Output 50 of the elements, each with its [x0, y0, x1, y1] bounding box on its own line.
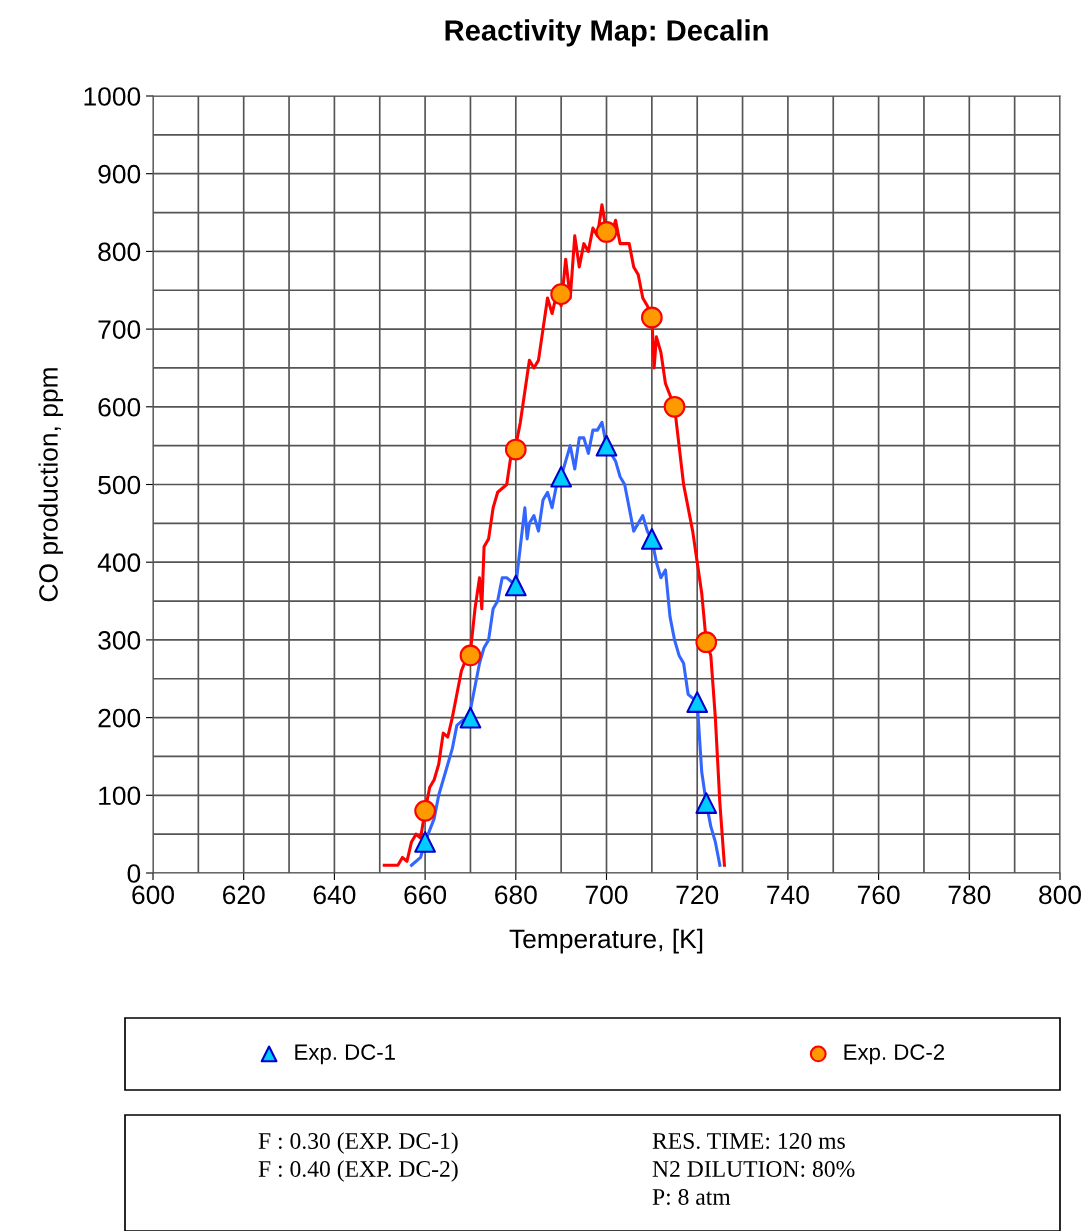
text: F : 0.40 (EXP. DC-2)	[258, 1160, 458, 1182]
text: P: 8 atm	[652, 1188, 731, 1206]
y-tick-label: 900	[98, 164, 141, 184]
x-tick-label: 720	[676, 885, 719, 905]
line-series	[409, 420, 722, 867]
x-tick-label: 680	[495, 885, 537, 905]
point	[595, 221, 618, 243]
point	[504, 574, 527, 597]
y-tick-label: 700	[98, 320, 141, 339]
legend-label: Exp. DC-2	[844, 1044, 945, 1065]
y-tick-label: 1000	[84, 87, 141, 106]
x-tick-label: 740	[767, 885, 809, 905]
x-tick-label: 600	[132, 885, 174, 905]
y-axis-title: CO production, ppm	[38, 368, 64, 602]
x-tick-label: 800	[1039, 885, 1081, 905]
point	[663, 395, 686, 418]
point	[414, 831, 436, 853]
point	[550, 465, 573, 488]
line-series	[382, 203, 726, 867]
y-tick-label: 100	[99, 786, 141, 806]
x-tick-label: 700	[585, 885, 628, 905]
point	[414, 799, 436, 822]
y-tick-label: 0	[127, 864, 141, 883]
x-tick-label: 760	[857, 885, 900, 905]
point	[640, 306, 663, 329]
point	[686, 691, 709, 713]
x-tick-label: 660	[404, 885, 447, 905]
x-tick-label: 620	[223, 885, 265, 905]
x-tick-label: 640	[313, 885, 356, 905]
y-tick-label: 300	[98, 631, 141, 650]
y-tick-label: 500	[98, 475, 141, 495]
point	[459, 644, 482, 667]
point	[695, 792, 718, 814]
point	[550, 283, 573, 305]
point	[504, 438, 527, 461]
y-tick-label: 600	[98, 397, 141, 417]
point	[459, 706, 482, 729]
y-tick-label: 200	[98, 708, 141, 728]
text: F : 0.30 (EXP. DC-1)	[258, 1132, 458, 1154]
y-tick-label: 400	[97, 553, 141, 573]
point	[695, 631, 718, 654]
text: N2 DILUTION: 80%	[652, 1160, 855, 1178]
y-tick-label: 800	[98, 242, 141, 262]
text: RES. TIME: 120 ms	[652, 1132, 845, 1150]
legend-label: Exp. DC-1	[295, 1044, 395, 1065]
x-axis-title: Temperature, [K]	[509, 928, 703, 954]
point	[640, 528, 663, 550]
x-tick-label: 780	[948, 885, 991, 905]
chart-title: Reactivity Map: Decalin	[445, 19, 768, 47]
point	[595, 434, 618, 457]
